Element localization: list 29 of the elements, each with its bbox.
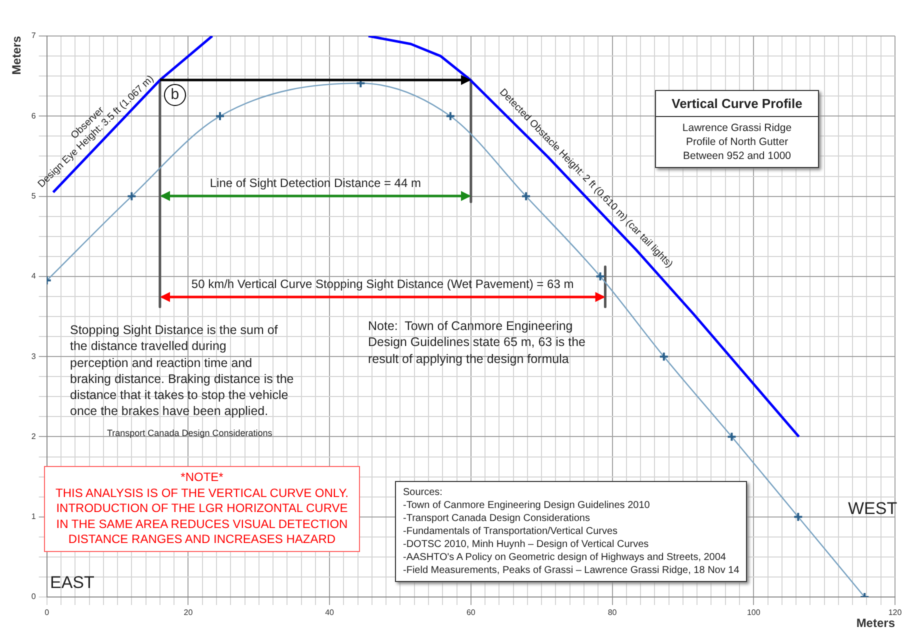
annotation: Note: Town of Canmore Engineering Design Guidelines state 65 m, 63 is the result of applying the design formula (368, 318, 586, 367)
y-tick-label: 7 (31, 31, 36, 40)
annotation: Transport Canada Design Considerations (107, 428, 272, 440)
y-tick-label: 6 (31, 111, 36, 120)
x-tick-label: 40 (325, 608, 335, 618)
x-tick-label: 20 (184, 608, 194, 618)
y-tick-label: 3 (31, 352, 36, 361)
x-tick-label: 100 (746, 608, 761, 618)
x-tick-label: 60 (466, 608, 476, 618)
annotation: Sources: -Town of Canmore Engineering Design Guidelines 2010 -Transport Canada Design Considerations -Fundamentals of Transportation/Vertical Curves -DOTSC 2010, Minh Huynh – Design of Vertical Curves -AASHTO's A Policy on Geometric design of Highways and Streets, 2004 -Field Measurements, Peaks of Grassi – Lawrence Grassi Ridge, 18 Nov 14 (395, 481, 748, 582)
x-tick-label: 0 (44, 608, 50, 618)
y-tick-label: 4 (31, 272, 36, 281)
annotation: Stopping Sight Distance is the sum of the distance travelled during perception and reaction time and braking distance. Braking distance is the distance that it takes to stop the vehicle once the brakes have been applied. (70, 322, 294, 420)
annotation: EAST (50, 572, 94, 594)
y-tick-label: 2 (31, 432, 36, 441)
x-tick-label: 80 (608, 608, 618, 618)
annotation: 50 km/h Vertical Curve Stopping Sight Distance (Wet Pavement) = 63 m (191, 277, 574, 292)
y-tick-label: 1 (31, 512, 36, 522)
y-tick-label: 5 (31, 191, 36, 200)
x-tick-label: 120 (888, 608, 902, 618)
x-axis-title: Meters (856, 616, 896, 630)
text: Vertical Curve Profile (656, 91, 818, 117)
annotation: WEST (848, 498, 898, 520)
annotation: *NOTE* THIS ANALYSIS IS OF THE VERTICAL CURVE ONLY. INTRODUCTION OF THE LGR HORIZONTAL CURVE IN THE SAME AREA REDUCES VISUAL DETECTION DISTANCE RANGES AND INCREASES HAZARD (44, 466, 360, 552)
annotation: b (164, 84, 186, 106)
y-tick-label: 0 (31, 592, 36, 602)
annotation: Line of Sight Detection Distance = 44 m (210, 176, 421, 190)
y-axis-title: Meters (10, 36, 24, 75)
text: Lawrence Grassi Ridge Profile of North Gutter Between 952 and 1000 (682, 122, 792, 162)
